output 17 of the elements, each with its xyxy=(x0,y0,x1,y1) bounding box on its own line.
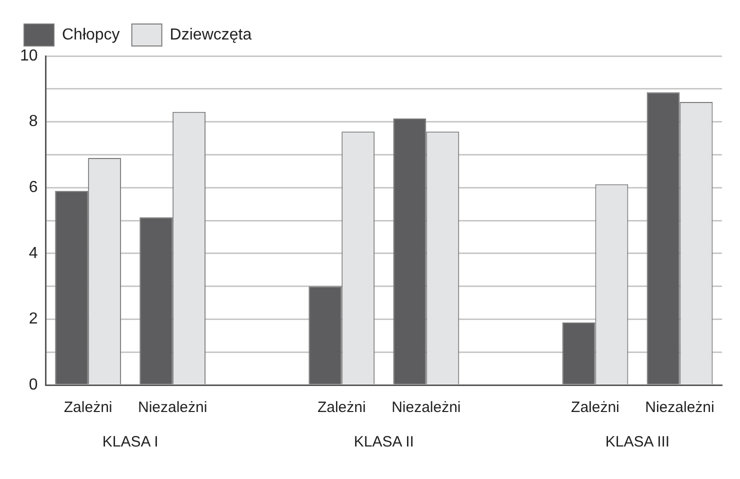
y-tick-label: 6 xyxy=(28,179,38,196)
x-tick-label: Niezależni xyxy=(645,399,714,416)
x-tick-label: Zależni xyxy=(64,399,112,416)
y-tick-label: 2 xyxy=(28,310,38,328)
x-tick-label: Niezależni xyxy=(138,399,208,416)
y-tick-label: 4 xyxy=(28,244,38,262)
x-tick-label: Zależni xyxy=(571,399,620,416)
text: KLASA I xyxy=(102,434,158,451)
x-tick-label: Zależni xyxy=(317,399,366,416)
text: KLASA II xyxy=(354,434,414,451)
y-tick-label: 0 xyxy=(28,376,38,394)
x-tick-label: Niezależni xyxy=(392,399,461,416)
y-tick-label: 8 xyxy=(28,113,38,130)
legend-label: Chłopcy xyxy=(62,26,120,44)
y-tick-label: 10 xyxy=(20,47,38,64)
text: KLASA III xyxy=(605,434,670,451)
legend-label: Dziewczęta xyxy=(170,26,252,44)
